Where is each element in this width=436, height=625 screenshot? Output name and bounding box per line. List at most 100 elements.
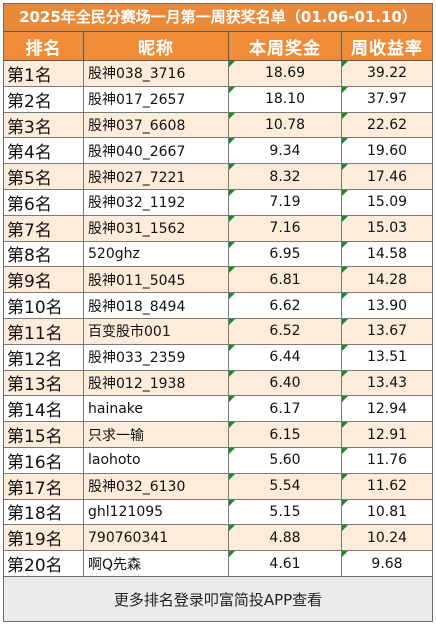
prize-cell: 18.69	[229, 61, 342, 86]
table-row: 第4名 股神040_2667 9.34 19.60	[4, 138, 432, 165]
rank-cell: 第8名	[4, 241, 84, 267]
nickname-cell-text: 百变股市001	[88, 324, 171, 341]
table-row: 第14名 hainake 6.17 12.94	[4, 396, 432, 423]
yield-cell-text: 22.62	[366, 116, 408, 133]
table-row: 第3名 股神037_6608 10.78 22.62	[4, 112, 432, 139]
prize-cell-text: 10.78	[264, 116, 306, 133]
rank-cell-text: 第9名	[7, 272, 52, 293]
rank-cell-text: 第5名	[7, 169, 52, 189]
nickname-cell: hainake	[84, 396, 229, 422]
prize-cell: 6.40	[229, 370, 342, 396]
number-format-marker-icon	[342, 189, 348, 196]
number-format-marker-icon	[342, 267, 348, 274]
nickname-cell: 啊Q先森	[84, 551, 229, 576]
rank-cell-text: 第18名	[7, 504, 63, 525]
rank-cell-text: 第14名	[7, 401, 63, 422]
number-format-marker-icon	[229, 422, 235, 429]
prize-cell: 6.62	[229, 293, 342, 318]
number-format-marker-icon	[342, 396, 348, 403]
prize-cell-text: 5.15	[269, 503, 301, 520]
table-row: 第16名 laohoto 5.60 11.76	[4, 447, 432, 474]
yield-cell-text: 14.28	[366, 271, 408, 288]
yield-cell: 13.90	[342, 293, 432, 318]
number-format-marker-icon	[342, 344, 348, 351]
prize-cell: 6.52	[229, 318, 342, 344]
prize-cell: 6.15	[229, 422, 342, 447]
number-format-marker-icon	[342, 215, 348, 222]
number-format-marker-icon	[342, 525, 348, 532]
number-format-marker-icon	[229, 215, 235, 222]
header-yield: 周收益率	[351, 38, 423, 59]
prize-cell: 7.19	[229, 189, 342, 215]
rank-cell: 第18名	[4, 499, 84, 525]
rank-cell-text: 第10名	[7, 298, 63, 318]
rank-cell-text: 第6名	[7, 194, 52, 215]
yield-cell-text: 12.91	[366, 426, 408, 443]
prize-cell: 8.32	[229, 164, 342, 189]
prize-cell-text: 9.34	[269, 142, 301, 159]
rank-cell-text: 第8名	[7, 246, 52, 267]
nickname-cell: 股神018_8494	[84, 293, 229, 318]
yield-cell: 12.94	[342, 396, 432, 421]
number-format-marker-icon	[342, 86, 348, 93]
yield-cell: 37.97	[342, 86, 432, 112]
number-format-marker-icon	[229, 344, 235, 351]
nickname-cell-text: 只求一输	[88, 427, 144, 444]
yield-cell-text: 37.97	[366, 91, 408, 108]
prize-cell: 18.10	[229, 86, 342, 112]
number-format-marker-icon	[229, 86, 235, 93]
yield-cell: 15.03	[342, 215, 432, 241]
nickname-cell: 股神012_1938	[84, 370, 229, 396]
nickname-cell-text: 股神033_2359	[88, 350, 186, 367]
yield-cell: 10.81	[342, 499, 432, 525]
number-format-marker-icon	[342, 61, 348, 67]
prize-cell-text: 6.52	[269, 323, 301, 340]
prize-cell-text: 7.16	[269, 220, 301, 237]
yield-cell-text: 11.62	[366, 478, 408, 495]
prize-cell-text: 6.44	[269, 349, 301, 366]
rank-cell-text: 第4名	[7, 143, 52, 164]
table-row: 第11名 百变股市001 6.52 13.67	[4, 318, 432, 345]
prize-cell: 9.34	[229, 138, 342, 164]
nickname-cell: ghl121095	[84, 499, 229, 525]
yield-cell-text: 11.76	[366, 452, 408, 469]
rank-cell: 第14名	[4, 396, 84, 422]
nickname-cell-text: 股神017_2657	[88, 92, 186, 109]
nickname-cell: 股神040_2667	[84, 138, 229, 164]
header-prize: 本周奖金	[229, 32, 342, 60]
yield-cell-text: 9.68	[371, 555, 403, 572]
nickname-cell: 股神032_6130	[84, 473, 229, 499]
nickname-cell: 股神032_1192	[84, 189, 229, 215]
number-format-marker-icon	[229, 396, 235, 403]
table-body: 第1名 股神038_3716 18.69 39.22 第2名 股神017_2657 18.1…	[4, 61, 432, 577]
rank-cell-text: 第7名	[7, 220, 52, 241]
rank-cell-text: 第12名	[7, 349, 63, 370]
nickname-cell-text: 股神040_2667	[88, 143, 186, 160]
yield-cell: 13.67	[342, 318, 432, 344]
nickname-cell: laohoto	[84, 447, 229, 473]
yield-cell: 13.51	[342, 344, 432, 370]
number-format-marker-icon	[229, 189, 235, 196]
number-format-marker-icon	[342, 318, 348, 325]
yield-cell: 39.22	[342, 61, 432, 86]
rank-cell: 第20名	[4, 551, 84, 576]
table-row: 第12名 股神033_2359 6.44 13.51	[4, 344, 432, 371]
number-format-marker-icon	[229, 525, 235, 532]
rank-cell: 第9名	[4, 267, 84, 293]
rank-cell: 第6名	[4, 189, 84, 215]
nickname-cell-text: ghl121095	[88, 503, 164, 520]
nickname-cell: 股神017_2657	[84, 86, 229, 112]
number-format-marker-icon	[229, 473, 235, 480]
table-row: 第15名 只求一输 6.15 12.91	[4, 422, 432, 448]
yield-cell: 11.76	[342, 447, 432, 473]
number-format-marker-icon	[342, 422, 348, 429]
prize-cell-text: 18.10	[264, 91, 306, 108]
table-row: 第1名 股神038_3716 18.69 39.22	[4, 61, 432, 87]
rank-cell: 第12名	[4, 344, 84, 370]
prize-cell-text: 6.17	[269, 400, 301, 417]
yield-cell-text: 13.90	[366, 297, 408, 314]
number-format-marker-icon	[229, 61, 235, 67]
rank-cell: 第5名	[4, 164, 84, 189]
rank-cell: 第16名	[4, 447, 84, 473]
yield-cell-text: 12.94	[366, 400, 408, 417]
